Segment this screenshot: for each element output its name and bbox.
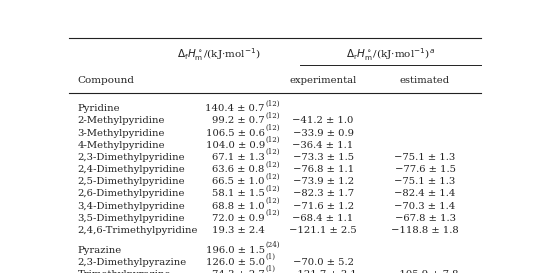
Text: −105.9 ± 7.8: −105.9 ± 7.8 — [391, 270, 459, 273]
Text: −77.6 ± 1.5: −77.6 ± 1.5 — [395, 165, 455, 174]
Text: −75.1 ± 1.3: −75.1 ± 1.3 — [394, 177, 456, 186]
Text: 2-Methylpyridine: 2-Methylpyridine — [77, 116, 165, 125]
Text: 58.1 ± 1.5: 58.1 ± 1.5 — [212, 189, 265, 198]
Text: −67.8 ± 1.3: −67.8 ± 1.3 — [395, 214, 455, 223]
Text: 68.8 ± 1.0: 68.8 ± 1.0 — [212, 202, 265, 211]
Text: 196.0 ± 1.5: 196.0 ± 1.5 — [206, 246, 265, 255]
Text: 104.0 ± 0.9: 104.0 ± 0.9 — [206, 141, 265, 150]
Text: 106.5 ± 0.6: 106.5 ± 0.6 — [206, 129, 265, 138]
Text: 67.1 ± 1.3: 67.1 ± 1.3 — [212, 153, 265, 162]
Text: 2,3-Dimethylpyrazine: 2,3-Dimethylpyrazine — [77, 258, 187, 267]
Text: −82.4 ± 1.4: −82.4 ± 1.4 — [394, 189, 456, 198]
Text: 2,4,6-Trimethylpyridine: 2,4,6-Trimethylpyridine — [77, 226, 198, 235]
Text: $\Delta_{\rm r} H^\circ_{\rm m}$/(kJ$\cdot$mol$^{-1}$)$^{\,a}$: $\Delta_{\rm r} H^\circ_{\rm m}$/(kJ$\cd… — [346, 46, 436, 63]
Text: (12): (12) — [266, 173, 280, 180]
Text: (12): (12) — [266, 99, 280, 107]
Text: estimated: estimated — [400, 76, 450, 85]
Text: (12): (12) — [266, 148, 280, 156]
Text: Pyridine: Pyridine — [77, 104, 120, 113]
Text: −76.8 ± 1.1: −76.8 ± 1.1 — [293, 165, 354, 174]
Text: 4-Methylpyridine: 4-Methylpyridine — [77, 141, 165, 150]
Text: 3-Methylpyridine: 3-Methylpyridine — [77, 129, 165, 138]
Text: experimental: experimental — [289, 76, 357, 85]
Text: 2,3-Dimethylpyridine: 2,3-Dimethylpyridine — [77, 153, 185, 162]
Text: (12): (12) — [266, 124, 280, 132]
Text: −118.8 ± 1.8: −118.8 ± 1.8 — [391, 226, 459, 235]
Text: 19.3 ± 2.4: 19.3 ± 2.4 — [212, 226, 265, 235]
Text: 3,5-Dimethylpyridine: 3,5-Dimethylpyridine — [77, 214, 185, 223]
Text: (24): (24) — [266, 241, 280, 249]
Text: 66.5 ± 1.0: 66.5 ± 1.0 — [212, 177, 265, 186]
Text: 2,4-Dimethylpyridine: 2,4-Dimethylpyridine — [77, 165, 185, 174]
Text: −73.9 ± 1.2: −73.9 ± 1.2 — [293, 177, 354, 186]
Text: 126.0 ± 5.0: 126.0 ± 5.0 — [206, 258, 265, 267]
Text: −75.1 ± 1.3: −75.1 ± 1.3 — [394, 153, 456, 162]
Text: (12): (12) — [266, 197, 280, 205]
Text: 72.0 ± 0.9: 72.0 ± 0.9 — [212, 214, 265, 223]
Text: 74.3 ± 2.7: 74.3 ± 2.7 — [212, 270, 265, 273]
Text: −82.3 ± 1.7: −82.3 ± 1.7 — [293, 189, 354, 198]
Text: Trimethylpyrazine: Trimethylpyrazine — [77, 270, 171, 273]
Text: (12): (12) — [266, 185, 280, 193]
Text: −121.7 ± 3.1: −121.7 ± 3.1 — [289, 270, 357, 273]
Text: −70.0 ± 5.2: −70.0 ± 5.2 — [293, 258, 353, 267]
Text: Compound: Compound — [77, 76, 135, 85]
Text: 2,5-Dimethylpyridine: 2,5-Dimethylpyridine — [77, 177, 185, 186]
Text: −121.1 ± 2.5: −121.1 ± 2.5 — [289, 226, 357, 235]
Text: −70.3 ± 1.4: −70.3 ± 1.4 — [394, 202, 456, 211]
Text: 99.2 ± 0.7: 99.2 ± 0.7 — [212, 116, 265, 125]
Text: 2,6-Dimethylpyridine: 2,6-Dimethylpyridine — [77, 189, 185, 198]
Text: −36.4 ± 1.1: −36.4 ± 1.1 — [293, 141, 354, 150]
Text: (12): (12) — [266, 136, 280, 144]
Text: (12): (12) — [266, 112, 280, 120]
Text: 140.4 ± 0.7: 140.4 ± 0.7 — [206, 104, 265, 113]
Text: $\Delta_{\rm f} H^\circ_{\rm m}$/(kJ$\cdot$mol$^{-1}$): $\Delta_{\rm f} H^\circ_{\rm m}$/(kJ$\cd… — [177, 46, 261, 63]
Text: −41.2 ± 1.0: −41.2 ± 1.0 — [292, 116, 354, 125]
Text: (12): (12) — [266, 209, 280, 217]
Text: −33.9 ± 0.9: −33.9 ± 0.9 — [293, 129, 353, 138]
Text: −73.3 ± 1.5: −73.3 ± 1.5 — [293, 153, 354, 162]
Text: (12): (12) — [266, 160, 280, 168]
Text: 63.6 ± 0.8: 63.6 ± 0.8 — [213, 165, 265, 174]
Text: 3,4-Dimethylpyridine: 3,4-Dimethylpyridine — [77, 202, 185, 211]
Text: −68.4 ± 1.1: −68.4 ± 1.1 — [293, 214, 354, 223]
Text: −71.6 ± 1.2: −71.6 ± 1.2 — [293, 202, 354, 211]
Text: Pyrazine: Pyrazine — [77, 246, 122, 255]
Text: (1): (1) — [266, 253, 275, 261]
Text: (1): (1) — [266, 265, 275, 273]
